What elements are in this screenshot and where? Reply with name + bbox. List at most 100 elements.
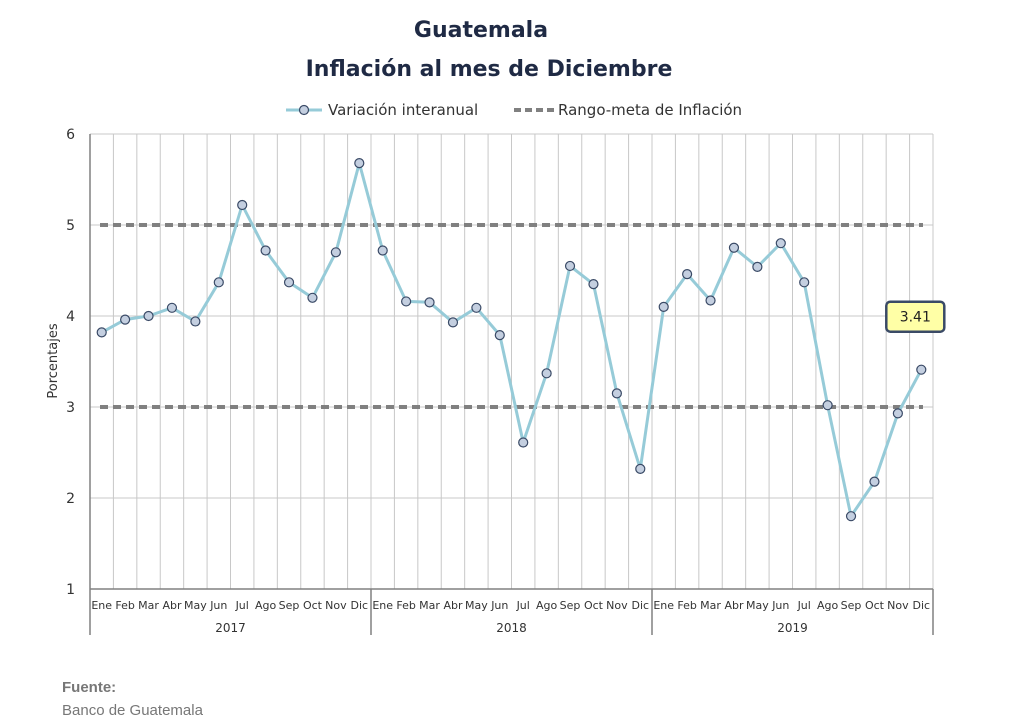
- x-tick-label: Sep: [841, 599, 862, 612]
- data-point: [822, 400, 833, 411]
- data-point: [143, 310, 154, 322]
- y-tick-label: 2: [66, 491, 75, 507]
- series-variacion-interanual: [96, 158, 927, 522]
- x-tick-label: Sep: [560, 599, 581, 612]
- x-tick-label: Nov: [887, 599, 909, 612]
- x-tick-label: Ago: [817, 599, 839, 612]
- x-group-label: 2019: [777, 621, 808, 635]
- data-point: [518, 437, 529, 448]
- x-tick-label: Ene: [372, 599, 393, 612]
- data-point: [237, 199, 248, 211]
- data-point: [635, 463, 646, 474]
- x-tick-label: Feb: [677, 599, 696, 612]
- data-point: [705, 295, 716, 306]
- x-group-label: 2018: [496, 621, 527, 635]
- x-tick-label: Abr: [724, 599, 744, 612]
- y-tick-label: 1: [66, 582, 75, 598]
- data-point: [401, 296, 412, 307]
- chart-title: Guatemala: [414, 18, 548, 43]
- x-tick-label: Jul: [235, 599, 249, 612]
- chart-subtitle: Inflación al mes de Diciembre: [306, 57, 673, 82]
- value-callouts: 3.41: [885, 300, 946, 333]
- data-point: [424, 297, 435, 308]
- x-tick-label: Jun: [209, 599, 227, 612]
- y-tick-label: 6: [66, 127, 75, 143]
- data-point: [658, 301, 669, 312]
- data-point: [283, 277, 295, 288]
- x-tick-label: Ago: [536, 599, 558, 612]
- data-point: [354, 158, 365, 169]
- legend-series-marker-icon: [298, 104, 310, 116]
- series-line: [100, 161, 923, 518]
- value-callout-box: [885, 300, 946, 333]
- x-tick-label: Jun: [771, 599, 789, 612]
- source-text: Banco de Guatemala: [62, 702, 203, 719]
- x-tick-label: May: [465, 599, 488, 612]
- legend-label-variacion: Variación interanual: [328, 101, 478, 119]
- x-tick-label: Nov: [606, 599, 628, 612]
- x-tick-label: May: [746, 599, 769, 612]
- x-tick-label: Jul: [516, 599, 530, 612]
- data-point: [120, 314, 131, 325]
- y-tick-label: 3: [66, 400, 75, 416]
- x-tick-label: Ago: [255, 599, 277, 612]
- legend-label-rango-meta: Rango-meta de Inflación: [558, 101, 742, 119]
- data-point: [869, 476, 880, 487]
- x-tick-label: Oct: [865, 599, 885, 612]
- data-point: [330, 247, 341, 258]
- x-tick-label: Oct: [303, 599, 323, 612]
- x-tick-label: Dic: [351, 599, 369, 612]
- data-point: [775, 238, 786, 249]
- x-tick-label: Mar: [419, 599, 440, 612]
- x-tick-label: Abr: [162, 599, 182, 612]
- data-point: [892, 408, 903, 419]
- legend: Variación interanual Rango-meta de Infla…: [286, 101, 742, 119]
- x-tick-label: Jun: [490, 599, 508, 612]
- x-tick-label: Sep: [279, 599, 300, 612]
- y-axis-label: Porcentajes: [46, 323, 61, 398]
- legend-item-variacion: Variación interanual: [286, 101, 478, 119]
- data-point: [682, 269, 693, 280]
- x-tick-label: Oct: [584, 599, 604, 612]
- data-point: [471, 302, 482, 313]
- x-tick-label: Feb: [396, 599, 415, 612]
- data-point: [96, 327, 107, 338]
- x-tick-label: Abr: [443, 599, 463, 612]
- value-callout-label: 3.41: [900, 310, 931, 326]
- data-point: [541, 368, 552, 379]
- data-point: [377, 245, 388, 256]
- x-tick-label: Mar: [700, 599, 721, 612]
- data-point: [213, 277, 224, 288]
- data-point: [588, 279, 599, 290]
- data-point: [307, 292, 318, 303]
- x-tick-label: Feb: [115, 599, 134, 612]
- x-tick-label: Jul: [797, 599, 811, 612]
- grid: [90, 133, 934, 590]
- data-point: [447, 317, 459, 328]
- source-label: Fuente:: [62, 679, 117, 696]
- y-tick-label: 4: [66, 309, 75, 325]
- x-tick-label: Dic: [913, 599, 931, 612]
- data-point: [752, 261, 763, 272]
- x-tick-label: Mar: [138, 599, 159, 612]
- x-tick-label: Nov: [325, 599, 347, 612]
- x-tick-label: Ene: [653, 599, 674, 612]
- data-point: [799, 277, 810, 288]
- data-point: [190, 316, 201, 327]
- data-point: [845, 511, 857, 522]
- data-point: [916, 364, 927, 375]
- data-point: [728, 242, 740, 253]
- x-group-label: 2017: [215, 621, 246, 635]
- data-point: [260, 245, 271, 256]
- data-point: [166, 302, 178, 313]
- legend-item-rango-meta: Rango-meta de Inflación: [514, 101, 742, 119]
- y-tick-label: 5: [66, 218, 75, 234]
- data-point: [564, 260, 576, 272]
- x-tick-label: Dic: [632, 599, 650, 612]
- data-point: [611, 388, 622, 399]
- data-point: [494, 330, 505, 341]
- x-tick-label: May: [184, 599, 207, 612]
- x-tick-label: Ene: [91, 599, 112, 612]
